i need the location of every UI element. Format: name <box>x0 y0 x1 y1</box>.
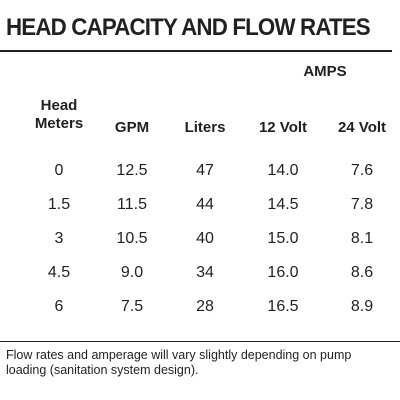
cell-12-volt: 15.0 <box>267 230 299 247</box>
cell-liters: 47 <box>196 162 214 179</box>
cell-12-volt: 16.0 <box>267 264 299 281</box>
footnote: Flow rates and amperage will vary slight… <box>6 348 352 377</box>
table-row: 6 7.5 28 16.5 8.9 <box>0 292 400 326</box>
table-row: 4.5 9.0 34 16.0 8.6 <box>0 258 400 292</box>
cell-12-volt: 16.5 <box>267 298 299 315</box>
cell-24-volt: 8.1 <box>350 230 374 247</box>
cell-liters: 28 <box>196 298 214 315</box>
column-header-head-line2: Meters <box>34 115 84 132</box>
cell-24-volt: 8.6 <box>350 264 374 281</box>
cell-head-meters: 4.5 <box>47 264 71 281</box>
cell-liters: 40 <box>196 230 214 247</box>
title-divider <box>0 50 392 52</box>
cell-head-meters: 6 <box>54 298 64 315</box>
cell-12-volt: 14.5 <box>267 196 299 213</box>
column-header-head-meters: Head Meters <box>24 97 94 133</box>
cell-24-volt: 8.9 <box>350 298 374 315</box>
table-row: 0 12.5 47 14.0 7.6 <box>0 156 400 190</box>
cell-liters: 34 <box>196 264 214 281</box>
amps-group-header: AMPS <box>303 63 347 80</box>
cell-gpm: 7.5 <box>120 298 144 315</box>
cell-gpm: 10.5 <box>116 230 148 247</box>
cell-gpm: 9.0 <box>120 264 144 281</box>
cell-gpm: 12.5 <box>116 162 148 179</box>
table-row: 3 10.5 40 15.0 8.1 <box>0 224 400 258</box>
cell-liters: 44 <box>196 196 214 213</box>
page-title: HEAD CAPACITY AND FLOW RATES <box>6 14 371 41</box>
table-body: 0 12.5 47 14.0 7.6 1.5 11.5 44 14.5 7.8 … <box>0 156 400 326</box>
column-header-24-volt: 24 Volt <box>337 119 387 136</box>
cell-head-meters: 0 <box>54 162 64 179</box>
cell-24-volt: 7.6 <box>350 162 374 179</box>
cell-gpm: 11.5 <box>117 196 147 213</box>
cell-24-volt: 7.8 <box>350 196 374 213</box>
cell-head-meters: 1.5 <box>47 196 71 213</box>
footnote-divider <box>0 341 400 342</box>
column-header-12-volt: 12 Volt <box>258 119 308 136</box>
table-row: 1.5 11.5 44 14.5 7.8 <box>0 190 400 224</box>
column-header-gpm: GPM <box>114 119 150 136</box>
cell-head-meters: 3 <box>54 230 64 247</box>
column-header-liters: Liters <box>184 119 226 136</box>
column-header-head-line1: Head <box>40 97 78 114</box>
cell-12-volt: 14.0 <box>267 162 299 179</box>
